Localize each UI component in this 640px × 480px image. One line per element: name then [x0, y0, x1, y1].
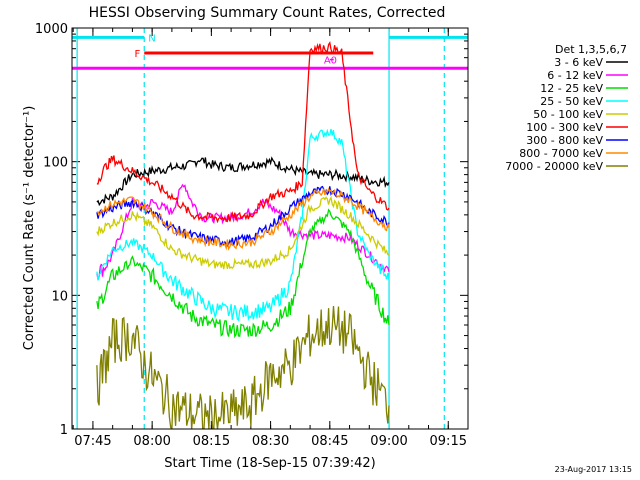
timestamp: 23-Aug-2017 13:15 — [555, 465, 632, 474]
y-tick-label: 1 — [60, 423, 68, 438]
state-bar-label: F — [134, 49, 140, 60]
y-tick-label: 100 — [43, 156, 68, 171]
legend-label: 300 - 800 keV — [526, 134, 603, 147]
legend-label: 100 - 300 keV — [526, 121, 603, 134]
x-tick-label: 07:45 — [74, 434, 111, 449]
x-axis-label: Start Time (18-Sep-15 07:39:42) — [164, 456, 375, 471]
series-line — [96, 187, 390, 251]
x-tick-label: 08:45 — [311, 434, 348, 449]
state-bar-label: A0 — [324, 56, 337, 67]
y-tick-label: 10 — [51, 289, 68, 304]
series-line — [96, 128, 390, 322]
x-tick-label: 08:30 — [252, 434, 289, 449]
chart-title: HESSI Observing Summary Count Rates, Cor… — [89, 5, 446, 21]
x-tick-label: 09:15 — [430, 434, 467, 449]
plot-frame — [71, 27, 469, 430]
state-bar-label: A1 — [55, 64, 68, 75]
series-line — [96, 156, 390, 207]
series-line — [96, 208, 390, 339]
legend-label: 12 - 25 keV — [540, 82, 603, 95]
legend-label: 50 - 100 keV — [533, 108, 603, 121]
legend-label: 7000 - 20000 keV — [505, 160, 603, 173]
x-tick-label: 09:00 — [370, 434, 407, 449]
x-tick-label: 08:15 — [193, 434, 230, 449]
series-line — [96, 305, 390, 429]
y-tick-label: 1000 — [35, 22, 68, 37]
legend-label: 6 - 12 keV — [547, 69, 603, 82]
series-lines — [96, 40, 390, 429]
x-tick-label: 08:00 — [133, 434, 170, 449]
y-axis-label: Corrected Count Rate (s⁻¹ detector⁻¹) — [22, 106, 37, 351]
state-bars: NF A1 A0 — [55, 33, 468, 75]
series-line — [96, 40, 390, 224]
legend-label: 800 - 7000 keV — [519, 147, 603, 160]
series-line — [96, 195, 390, 270]
legend-label: 3 - 6 keV — [554, 56, 603, 69]
axis-ticks: 07:45 08:00 08:15 08:30 08:45 09:00 09:15 1 10 10… — [35, 22, 469, 449]
state-bar-label: N — [148, 33, 155, 44]
legend-label: 25 - 50 keV — [540, 95, 603, 108]
legend-title: Det 1,3,5,6,7 — [555, 43, 627, 56]
